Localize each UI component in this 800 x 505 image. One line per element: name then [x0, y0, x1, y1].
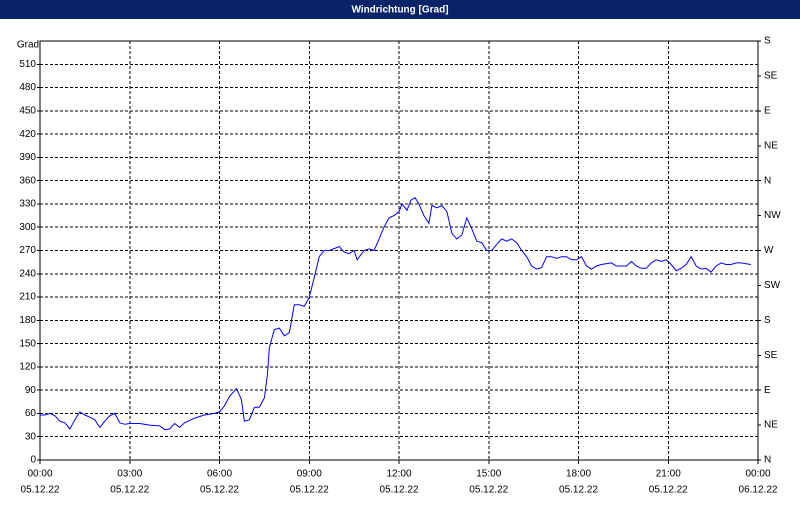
y2-tick-label: W	[764, 245, 774, 256]
x-tick-label: 21:00	[656, 469, 681, 480]
y2-tick-label: S	[764, 36, 771, 47]
y-tick-label: 120	[19, 362, 36, 373]
x-tick-label: 06:00	[207, 469, 232, 480]
y2-tick-label: NE	[764, 140, 778, 151]
y2-tick-label: SE	[764, 350, 778, 361]
x-tick-date: 05.12.22	[469, 485, 508, 496]
y2-tick-label: S	[764, 315, 771, 326]
x-tick-label: 09:00	[297, 469, 322, 480]
y-tick-label: 150	[19, 338, 36, 349]
y-tick-label: 390	[19, 152, 36, 163]
x-tick-date: 05.12.22	[200, 485, 239, 496]
y-axis-label: Grad	[17, 40, 39, 51]
y2-tick-label: E	[764, 385, 771, 396]
data-line	[40, 197, 752, 431]
y-tick-label: 210	[19, 292, 36, 303]
y-tick-label: 480	[19, 82, 36, 93]
x-tick-label: 00:00	[745, 469, 770, 480]
y-tick-label: 240	[19, 268, 36, 279]
title-bar	[0, 0, 800, 19]
x-tick-date: 05.12.22	[649, 485, 688, 496]
y-tick-label: 180	[19, 315, 36, 326]
y-tick-label: 330	[19, 199, 36, 210]
y-tick-label: 0	[30, 455, 36, 466]
x-tick-date: 05.12.22	[380, 485, 419, 496]
x-tick-label: 15:00	[476, 469, 501, 480]
x-tick-label: 03:00	[117, 469, 142, 480]
y-tick-label: 60	[25, 408, 37, 419]
y-tick-label: 30	[25, 431, 37, 442]
x-tick-date: 06.12.22	[739, 485, 778, 496]
y2-tick-label: NW	[764, 210, 781, 221]
y2-tick-label: NE	[764, 420, 778, 431]
y2-tick-label: SW	[764, 280, 781, 291]
y-tick-label: 420	[19, 129, 36, 140]
y2-tick-label: N	[764, 455, 771, 466]
y-tick-label: 270	[19, 245, 36, 256]
y-tick-label: 300	[19, 222, 36, 233]
x-tick-date: 05.12.22	[110, 485, 149, 496]
y-tick-label: 510	[19, 59, 36, 70]
plot-frame	[39, 40, 759, 461]
y-tick-label: 90	[25, 385, 37, 396]
y2-tick-label: SE	[764, 71, 778, 82]
x-tick-label: 12:00	[386, 469, 411, 480]
x-tick-date: 05.12.22	[290, 485, 329, 496]
x-tick-date: 05.12.22	[21, 485, 60, 496]
y2-tick-label: E	[764, 105, 771, 116]
y-tick-label: 360	[19, 175, 36, 186]
chart-title: Windrichtung [Grad]	[351, 5, 448, 16]
x-tick-label: 18:00	[566, 469, 591, 480]
y2-tick-label: N	[764, 175, 771, 186]
x-tick-label: 00:00	[27, 469, 52, 480]
y-tick-label: 450	[19, 105, 36, 116]
x-tick-date: 05.12.22	[559, 485, 598, 496]
